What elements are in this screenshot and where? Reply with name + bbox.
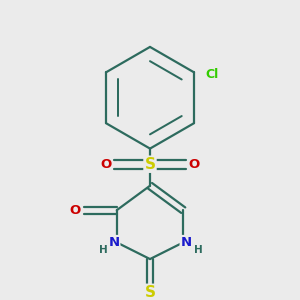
Text: S: S [145,157,155,172]
Text: S: S [145,285,155,300]
Text: O: O [69,204,80,217]
Text: H: H [99,245,107,255]
Text: O: O [100,158,112,171]
Text: Cl: Cl [205,68,218,81]
Text: O: O [188,158,200,171]
Text: N: N [181,236,192,249]
Text: N: N [108,236,119,249]
Text: H: H [194,245,202,255]
